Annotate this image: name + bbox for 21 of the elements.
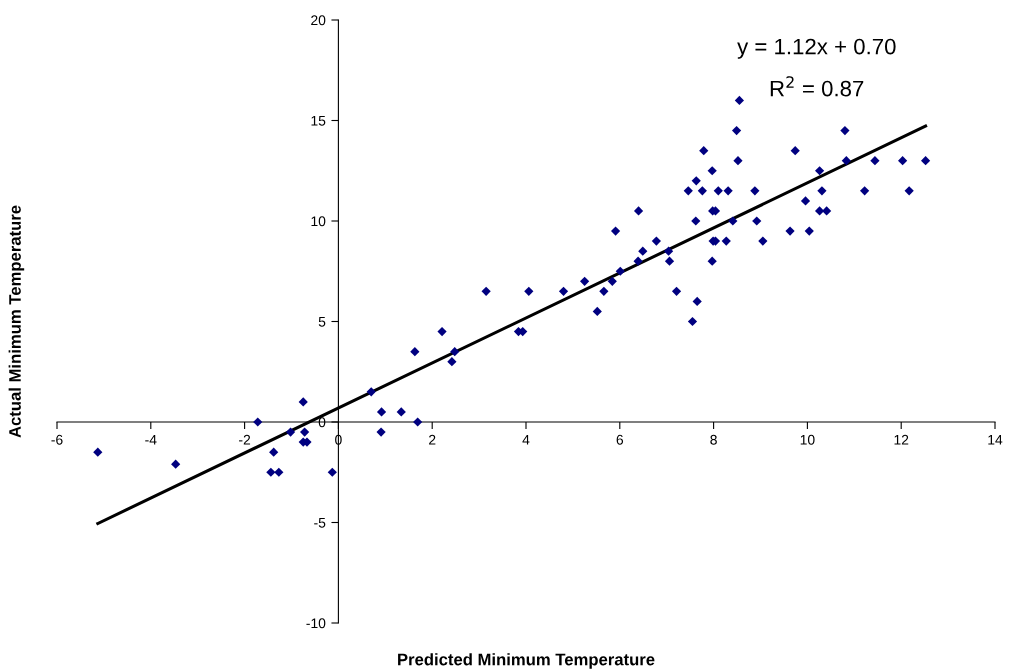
y-axis-title: Actual Minimum Temperature bbox=[8, 205, 25, 438]
y-tick-label: 20 bbox=[311, 15, 326, 26]
x-tick-label: 8 bbox=[710, 434, 717, 445]
x-tick-label: 14 bbox=[988, 435, 1003, 445]
x-tick-label: 2 bbox=[429, 434, 436, 445]
y-tick-label: 10 bbox=[311, 216, 326, 227]
y-tick-label: -5 bbox=[314, 517, 326, 528]
y-tick-label: 15 bbox=[311, 115, 326, 126]
x-tick-label: -2 bbox=[239, 434, 251, 445]
y-tick-label: -10 bbox=[306, 618, 326, 629]
x-tick-label: -6 bbox=[51, 434, 63, 445]
annotation: R$^{2}$ = 0.87 bbox=[770, 76, 864, 97]
x-tick-label: -4 bbox=[145, 435, 157, 445]
x-tick-label: 4 bbox=[522, 435, 530, 445]
x-axis-title: Predicted Minimum Temperature bbox=[398, 653, 655, 669]
x-tick-label: 12 bbox=[894, 434, 909, 445]
y-tick-label: 0 bbox=[318, 417, 326, 428]
y-tick-label: 5 bbox=[318, 316, 326, 327]
x-tick-label: 6 bbox=[616, 434, 624, 445]
annotation: y = 1.12x + 0.70 bbox=[737, 38, 896, 59]
x-tick-label: 10 bbox=[800, 434, 815, 445]
